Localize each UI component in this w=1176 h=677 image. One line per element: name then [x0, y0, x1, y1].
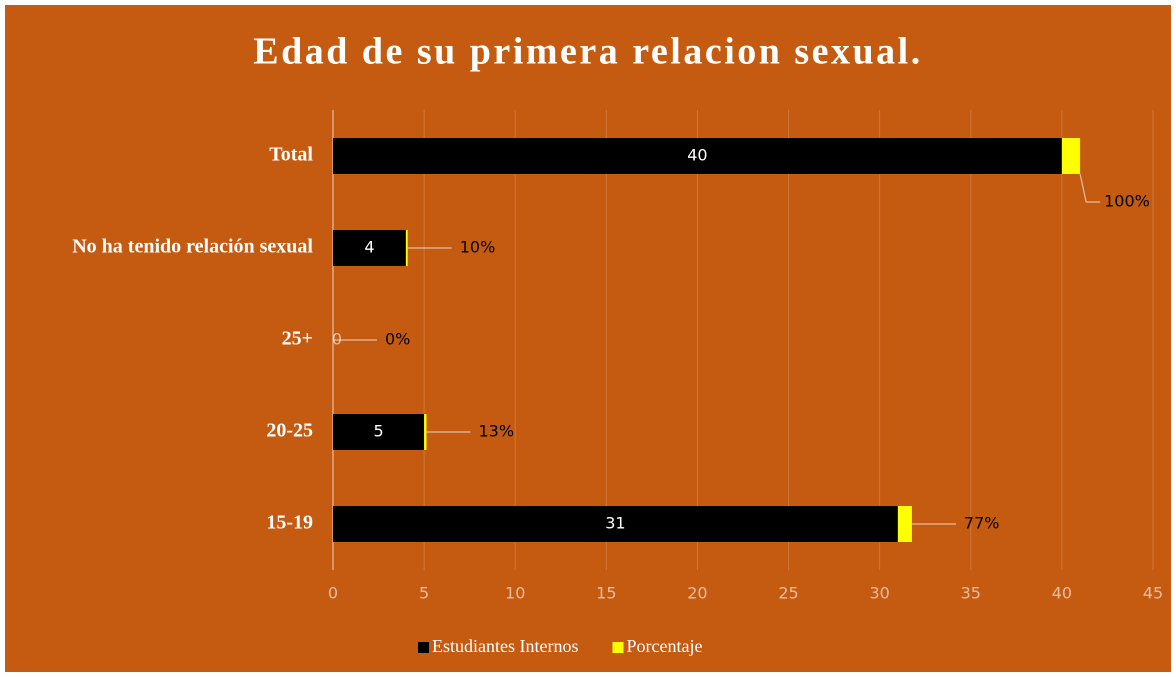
bar-segment — [405, 230, 408, 266]
bar-segment — [897, 506, 912, 542]
data-label: 0 — [332, 330, 342, 349]
y-tick-label: 25+ — [282, 328, 313, 350]
legend-label: Porcentaje — [626, 636, 702, 656]
y-tick-label: No ha tenido relación sexual — [72, 236, 313, 258]
legend-swatch — [418, 642, 429, 653]
chart-background — [5, 5, 1171, 672]
bar-segment — [333, 414, 425, 450]
x-tick-label: 40 — [1052, 584, 1072, 603]
x-tick-label: 35 — [961, 584, 981, 603]
data-label: 77% — [964, 514, 1000, 533]
x-tick-label: 5 — [419, 584, 429, 603]
data-label: 40 — [687, 146, 707, 165]
chart-title: Edad de su primera relacion sexual. — [253, 31, 923, 73]
data-label: 100% — [1104, 192, 1150, 211]
data-label: 4 — [364, 238, 374, 257]
legend-label: Estudiantes Internos — [432, 636, 578, 656]
y-tick-label: 15-19 — [266, 512, 313, 534]
data-label: 31 — [605, 514, 625, 533]
leader-line — [1079, 173, 1101, 203]
bar-segment — [333, 506, 898, 542]
bar-segment — [424, 414, 427, 450]
y-tick-label: 20-25 — [266, 420, 313, 442]
x-tick-label: 10 — [505, 584, 525, 603]
bar-segment — [1061, 138, 1081, 174]
legend-swatch — [612, 642, 624, 653]
data-label: 0% — [385, 330, 410, 349]
x-tick-label: 30 — [869, 584, 889, 603]
data-label: 5 — [373, 422, 383, 441]
data-label: 13% — [478, 422, 514, 441]
data-label: 10% — [460, 238, 496, 257]
bar-segment — [333, 230, 406, 266]
x-tick-label: 25 — [778, 584, 798, 603]
bar-segment — [333, 138, 1062, 174]
x-tick-label: 20 — [687, 584, 707, 603]
x-tick-label: 45 — [1143, 584, 1163, 603]
y-tick-label: Total — [269, 144, 313, 166]
x-tick-label: 15 — [596, 584, 616, 603]
x-tick-label: 0 — [328, 584, 338, 603]
